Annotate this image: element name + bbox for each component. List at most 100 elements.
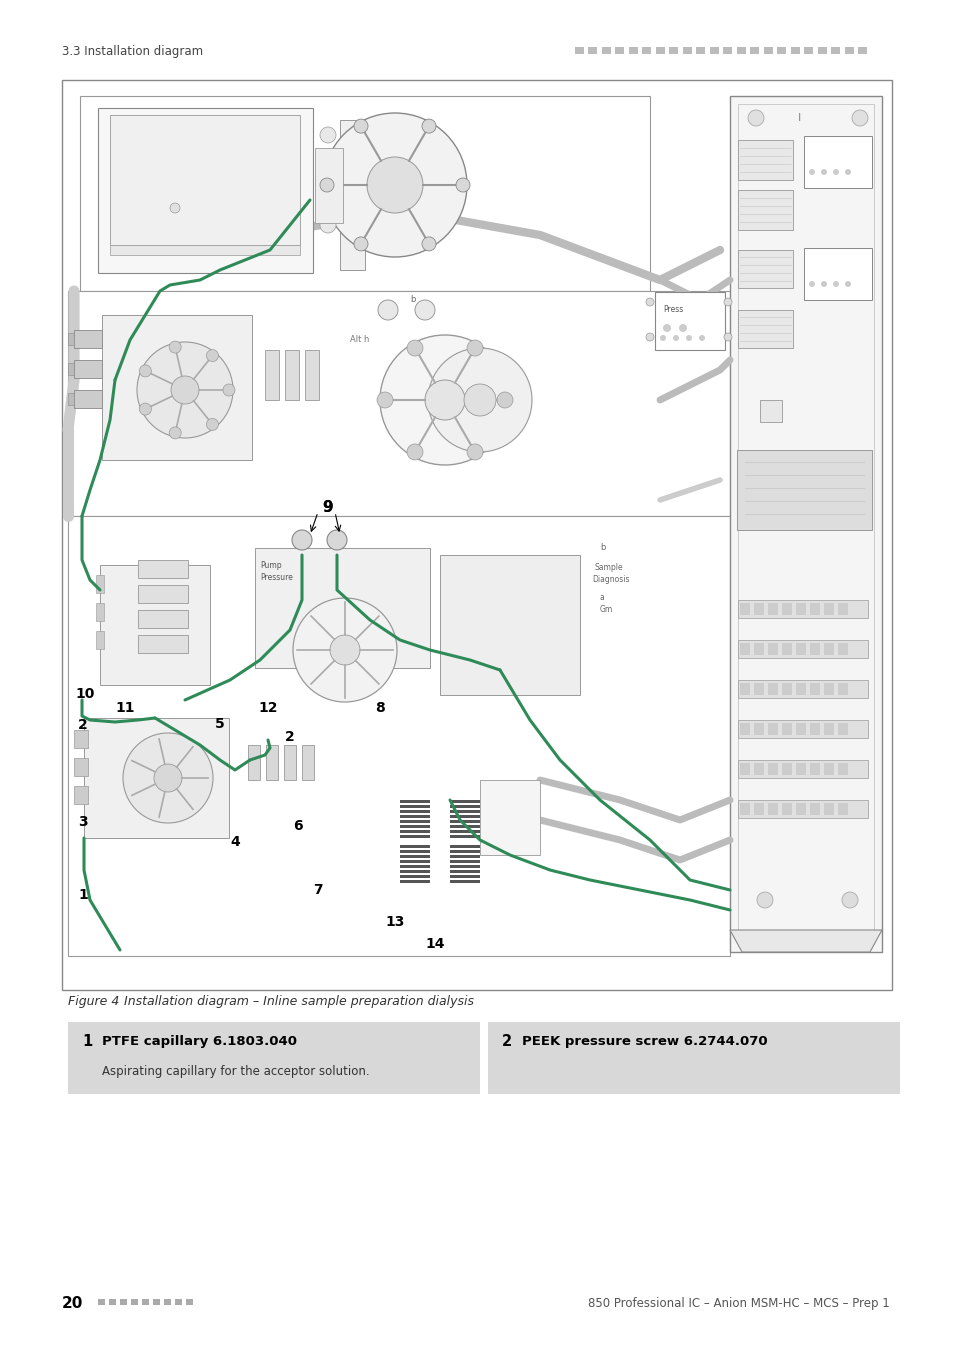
Bar [138,585,188,603]
Bar [738,760,867,778]
Bar [737,450,871,531]
Circle shape [171,377,199,404]
Bar [450,810,479,813]
Bar [837,603,847,616]
Bar [823,803,833,815]
Bar [399,865,430,868]
Bar [488,1022,899,1094]
Bar [837,683,847,695]
Text: 1: 1 [82,1034,92,1049]
Bar [763,47,772,54]
Text: 2: 2 [78,718,88,732]
Circle shape [407,444,422,460]
Circle shape [123,733,213,824]
Bar [74,329,102,348]
Bar [68,333,74,346]
Circle shape [139,364,152,377]
Bar [138,634,188,653]
Bar [96,603,104,621]
Bar [131,1299,138,1305]
Bar [738,104,873,944]
Bar [641,47,651,54]
Bar [803,47,813,54]
Circle shape [415,300,435,320]
Circle shape [379,335,510,464]
Circle shape [319,217,335,234]
Circle shape [808,169,814,176]
Bar [284,745,295,780]
Circle shape [330,634,359,666]
Circle shape [685,335,691,342]
Circle shape [292,531,312,549]
Bar [399,845,430,848]
Bar [682,47,691,54]
Text: Press: Press [662,305,682,315]
Bar [399,830,430,833]
Bar [302,745,314,780]
Bar [740,683,749,695]
Bar [817,47,826,54]
Circle shape [456,178,470,192]
Bar [696,47,705,54]
Text: Sample: Sample [595,563,623,572]
Text: Brand &: Brand & [160,185,189,190]
Bar [399,855,430,859]
Circle shape [206,418,218,431]
Text: Press: Press [809,261,827,267]
Bar [753,603,763,616]
Bar [709,47,719,54]
Text: 14: 14 [425,937,444,950]
Bar [399,850,430,853]
Circle shape [821,281,826,288]
Bar [655,292,724,350]
Bar [399,836,430,838]
Bar [767,724,778,734]
Bar [858,47,866,54]
Bar [753,724,763,734]
Bar [62,80,891,990]
Bar [753,643,763,655]
Bar [450,819,479,823]
Circle shape [137,342,233,437]
Bar [809,763,820,775]
Bar [753,803,763,815]
Bar [809,724,820,734]
Bar [74,730,88,748]
Circle shape [319,157,335,173]
Text: a: a [599,594,604,602]
Bar [767,803,778,815]
Text: 12: 12 [258,701,277,716]
Bar [68,363,74,375]
Bar [740,803,749,815]
Bar [479,780,539,855]
Text: 9: 9 [322,501,333,516]
Bar [109,1299,116,1305]
Circle shape [323,113,467,256]
Bar [399,801,430,803]
Text: Press: Press [809,148,827,155]
Circle shape [421,119,436,134]
Bar [68,292,729,516]
Circle shape [319,127,335,143]
Bar [738,640,867,657]
Bar [753,763,763,775]
Bar [439,555,579,695]
Bar [110,244,299,255]
Bar [102,315,252,460]
Circle shape [169,342,181,354]
Circle shape [699,335,704,342]
Circle shape [832,169,838,176]
Bar [314,148,343,223]
Text: Pump: Pump [260,562,281,571]
Text: Diagnosis: Diagnosis [592,575,629,585]
Bar [809,603,820,616]
Bar [837,643,847,655]
Bar [767,603,778,616]
Circle shape [354,119,368,134]
Circle shape [223,383,234,396]
Circle shape [293,598,396,702]
Bar [74,757,88,776]
Circle shape [645,333,654,342]
Circle shape [367,157,422,213]
Bar [186,1299,193,1305]
